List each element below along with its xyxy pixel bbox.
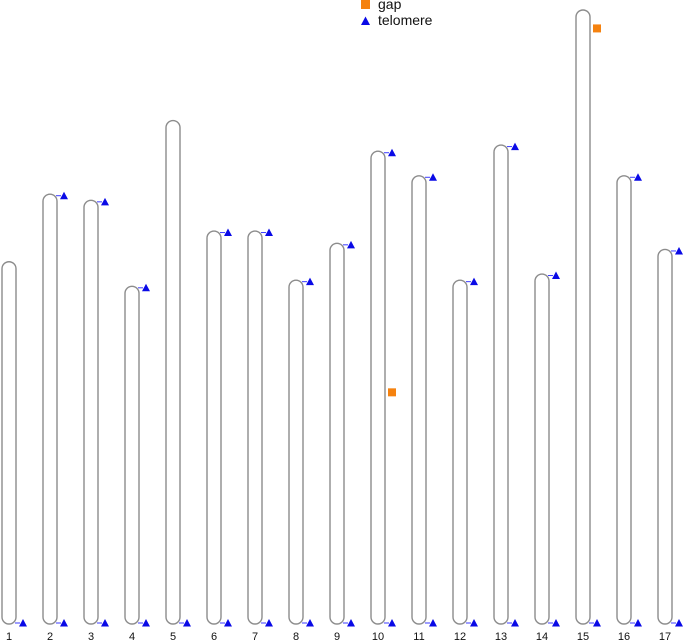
telomere-bottom-marker (60, 619, 68, 627)
chromosome-label: 5 (170, 631, 176, 642)
chromosome-label: 2 (47, 631, 53, 642)
chromosome-label: 16 (618, 631, 630, 642)
chromosome-bar (657, 248, 673, 625)
chromosome-1: 1 (1, 261, 27, 642)
chromosome-label: 7 (252, 631, 258, 642)
telomere-legend-label: telomere (378, 12, 433, 28)
telomere-legend-marker (361, 16, 370, 25)
telomere-bottom-marker (388, 619, 396, 627)
chromosome-4: 4 (124, 283, 150, 642)
chromosome-7: 7 (247, 228, 273, 642)
chromosome-label: 1 (6, 631, 12, 642)
telomere-bottom-marker (634, 619, 642, 627)
chromosome-label: 12 (454, 631, 466, 642)
chromosome-13: 13 (493, 142, 519, 642)
chromosome-bar (42, 193, 58, 625)
chromosome-label: 14 (536, 631, 548, 642)
chromosome-label: 15 (577, 631, 589, 642)
chromosome-bar (575, 9, 591, 625)
chromosome-label: 4 (129, 631, 135, 642)
telomere-top-marker (634, 173, 642, 181)
chromosome-label: 8 (293, 631, 299, 642)
telomere-top-marker (470, 277, 478, 286)
chromosome-bar (329, 242, 345, 625)
chromosome-8: 8 (288, 277, 314, 642)
chromosome-bar (165, 119, 181, 625)
telomere-bottom-marker (224, 619, 232, 627)
chromosome-label: 9 (334, 631, 340, 642)
chromosome-bar (452, 279, 468, 625)
chromosome-bar (124, 285, 140, 625)
chromosome-15: 15 (575, 9, 601, 642)
telomere-bottom-marker (593, 619, 601, 627)
legend: gap telomere (361, 0, 433, 28)
telomere-bottom-marker (675, 619, 683, 627)
chromosome-bar (493, 144, 509, 625)
chromosome-label: 10 (372, 631, 384, 642)
telomere-top-marker (142, 283, 150, 292)
telomere-bottom-marker (183, 619, 191, 627)
chromosome-10: 10 (370, 148, 396, 642)
chromosome-16: 16 (616, 173, 642, 642)
telomere-bottom-marker (470, 619, 478, 627)
chromosome-11: 11 (411, 173, 437, 642)
chromosome-bar (247, 230, 263, 625)
telomere-top-marker (429, 173, 437, 181)
chromosome-bar (411, 175, 427, 625)
gap-marker (593, 24, 601, 33)
chromosome-2: 2 (42, 191, 68, 642)
telomere-bottom-marker (306, 619, 314, 627)
chromosome-3: 3 (83, 197, 109, 642)
chromosome-bar (83, 199, 99, 625)
chromosome-9: 9 (329, 240, 355, 642)
telomere-top-marker (101, 197, 109, 206)
chromosome-bar (534, 273, 550, 625)
chromosome-14: 14 (534, 271, 560, 642)
chromosome-bar (370, 150, 386, 625)
telomere-bottom-marker (101, 619, 109, 627)
telomere-top-marker (511, 142, 519, 151)
chromosome-label: 13 (495, 631, 507, 642)
chromosome-label: 17 (659, 631, 671, 642)
telomere-top-marker (347, 240, 355, 249)
telomere-top-marker (306, 277, 314, 286)
telomere-top-marker (60, 191, 68, 200)
telomere-top-marker (224, 228, 232, 237)
chromosome-group: 1 2 3 4 5 6 7 8 9 10 11 12 13 14 15 16 17 (1, 9, 683, 642)
gap-legend-label: gap (378, 0, 402, 12)
telomere-top-marker (265, 228, 273, 237)
gap-legend-marker (361, 0, 370, 9)
chromosome-12: 12 (452, 277, 478, 642)
telomere-bottom-marker (19, 619, 27, 627)
chromosome-label: 6 (211, 631, 217, 642)
chromosome-17: 17 (657, 246, 683, 642)
chromosome-5: 5 (165, 119, 191, 642)
telomere-bottom-marker (347, 619, 355, 627)
telomere-bottom-marker (142, 619, 150, 627)
telomere-bottom-marker (511, 619, 519, 627)
telomere-bottom-marker (429, 619, 437, 627)
chromosome-6: 6 (206, 228, 232, 642)
gap-marker (388, 388, 396, 397)
chromosome-bar (288, 279, 304, 625)
telomere-bottom-marker (265, 619, 273, 627)
chromosome-bar (206, 230, 222, 625)
telomere-bottom-marker (552, 619, 560, 627)
telomere-top-marker (675, 246, 683, 255)
telomere-top-marker (388, 148, 396, 157)
chromosome-bar (616, 175, 632, 625)
chromosome-bar (1, 261, 17, 625)
telomere-top-marker (552, 271, 560, 280)
chromosome-label: 3 (88, 631, 94, 642)
chromosome-label: 11 (413, 631, 424, 642)
